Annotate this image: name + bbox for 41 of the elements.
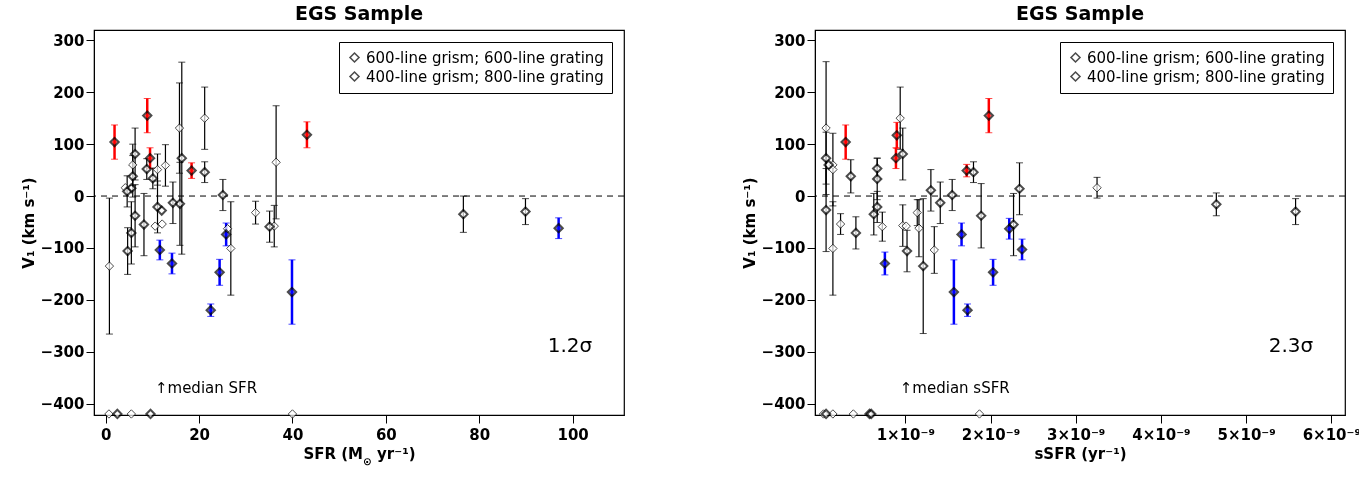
- y-tick-label: −200: [761, 291, 806, 310]
- x-tick-label: 3×10⁻⁹: [1047, 425, 1106, 444]
- y-tick-label: 300: [53, 31, 85, 50]
- y-tick-label: 200: [774, 83, 806, 102]
- y-tick-label: 100: [53, 135, 85, 154]
- y-tick-label: −400: [761, 395, 806, 414]
- legend-label: 400-line grism; 800-line grating: [1087, 67, 1325, 86]
- y-tick-label: 100: [774, 135, 806, 154]
- x-tick-label: 80: [469, 425, 491, 444]
- annotation: ↑median SFR: [154, 379, 258, 398]
- annotation: 1.2σ: [547, 332, 593, 357]
- y-axis-title: V₁ (km s⁻¹): [19, 177, 38, 269]
- y-tick-label: −300: [761, 343, 806, 362]
- legend-label: 400-line grism; 800-line grating: [366, 67, 604, 86]
- y-tick-label: 300: [774, 31, 806, 50]
- y-tick-label: 0: [74, 187, 85, 206]
- legend-label: 600-line grism; 600-line grating: [1087, 48, 1325, 67]
- x-tick-label: 1×10⁻⁹: [876, 425, 936, 444]
- chart-title: EGS Sample: [294, 2, 424, 24]
- x-tick-label: 5×10⁻⁹: [1217, 425, 1276, 444]
- x-tick-label: 100: [557, 425, 589, 444]
- x-tick-label: 2×10⁻⁹: [961, 425, 1021, 444]
- chart-title: EGS Sample: [1015, 2, 1145, 24]
- y-tick-label: −100: [761, 239, 806, 258]
- y-tick-label: 200: [53, 83, 85, 102]
- y-tick-label: 0: [795, 187, 806, 206]
- x-tick-label: 60: [375, 425, 397, 444]
- x-tick-label: 4×10⁻⁹: [1132, 425, 1191, 444]
- y-axis-title: V₁ (km s⁻¹): [740, 177, 759, 269]
- annotation: 2.3σ: [1268, 332, 1314, 357]
- x-axis-title: SFR (M$_{⊙}$ yr⁻¹): [303, 444, 416, 467]
- x-tick-label: 40: [282, 425, 304, 444]
- y-tick-label: −200: [40, 291, 85, 310]
- x-tick-label: 0: [100, 425, 112, 444]
- x-tick-label: 20: [189, 425, 210, 444]
- annotation: ↑median sSFR: [899, 379, 1010, 398]
- x-axis-title: sSFR (yr⁻¹): [1034, 444, 1127, 463]
- y-tick-label: −300: [40, 343, 85, 362]
- y-tick-label: −100: [40, 239, 85, 258]
- y-tick-label: −400: [40, 395, 85, 414]
- legend-label: 600-line grism; 600-line grating: [366, 48, 604, 67]
